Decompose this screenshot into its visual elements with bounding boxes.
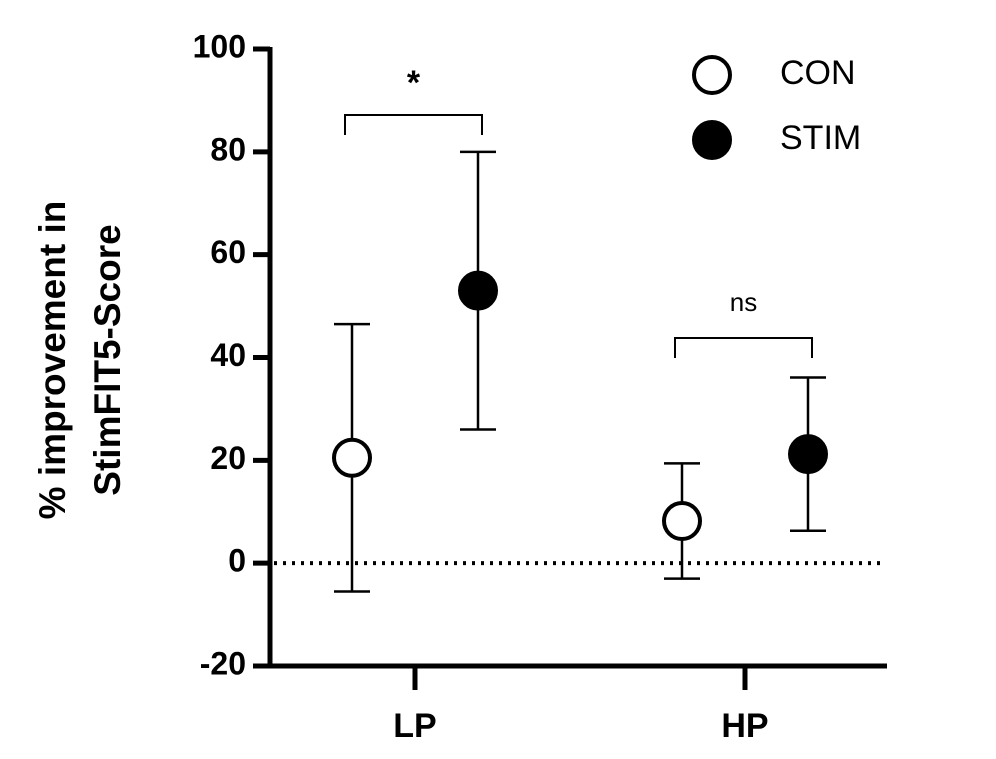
y-tick-label: 100 (193, 28, 246, 64)
x-tick-label: LP (393, 707, 436, 745)
data-point (458, 270, 498, 311)
legend-label: STIM (780, 119, 861, 157)
annotation: ns (730, 287, 757, 317)
data-point (332, 437, 372, 478)
data-point (662, 501, 702, 542)
annotation: * (407, 64, 421, 102)
data-point (788, 434, 828, 475)
y-tick-label: 80 (210, 131, 246, 167)
y-axis-label: % improvement in (32, 201, 73, 520)
y-tick-label: 60 (210, 234, 246, 270)
y-axis-label: StimFIT5-Score (87, 224, 128, 495)
y-tick-label: -20 (200, 645, 246, 681)
legend-label: CON (780, 54, 856, 92)
legend-marker (692, 120, 732, 160)
y-tick-label: 20 (210, 440, 246, 476)
x-tick-label: HP (721, 707, 768, 745)
legend-marker (692, 55, 732, 95)
significance-bracket (344, 114, 483, 135)
y-tick-label: 40 (210, 337, 246, 373)
significance-bracket (674, 337, 813, 358)
y-tick-label: 0 (228, 543, 246, 579)
